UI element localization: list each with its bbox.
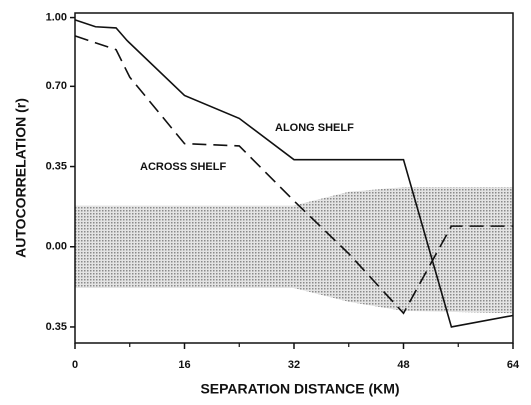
confidence-band <box>75 187 513 314</box>
y-tick-label: 1.00 <box>46 11 67 23</box>
series-label: ACROSS SHELF <box>140 161 226 173</box>
y-tick-label: 0.35 <box>46 321 67 333</box>
x-tick-label: 64 <box>507 359 520 371</box>
x-tick-label: 0 <box>72 359 78 371</box>
series-line <box>74 35 513 315</box>
y-tick-label: 0.35 <box>46 160 67 172</box>
y-tick-label: 0.70 <box>46 80 67 92</box>
y-tick-label: 0.00 <box>46 241 67 253</box>
x-tick-label: 48 <box>397 359 409 371</box>
y-axis-title: AUTOCORRELATION (r) <box>13 98 29 258</box>
x-axis-title: SEPARATION DISTANCE (KM) <box>200 381 399 397</box>
series-line <box>74 19 514 328</box>
series-label: ALONG SHELF <box>275 122 354 134</box>
x-tick-label: 32 <box>288 359 300 371</box>
x-tick-label: 16 <box>178 359 190 371</box>
